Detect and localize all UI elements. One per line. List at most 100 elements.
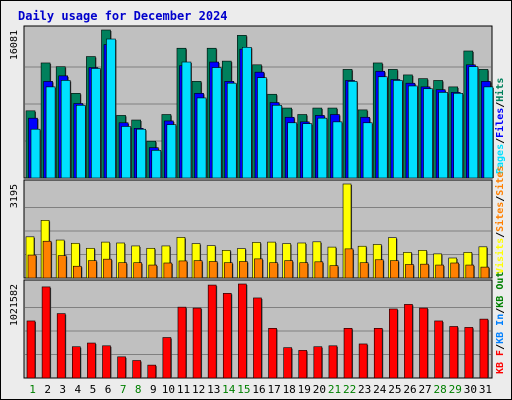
bar-sites: [42, 240, 52, 279]
bar-kb-f: [71, 346, 81, 379]
bar-sites: [239, 261, 248, 279]
legend-entry: KB F: [495, 350, 506, 374]
bar-pages: [136, 128, 146, 179]
bar-pages: [347, 81, 358, 179]
x-tick-label: 21: [328, 383, 341, 396]
x-tick-label: 12: [192, 383, 205, 396]
bar-sites: [374, 259, 384, 279]
bar-pages: [121, 126, 131, 179]
bar-kb-f: [56, 313, 66, 379]
bar-kb-f: [389, 308, 398, 379]
y-max-label: 3195: [9, 184, 20, 208]
x-tick-label: 30: [464, 383, 477, 396]
x-tick-label: 31: [479, 383, 492, 396]
bar-pages: [226, 82, 237, 179]
bar-pages: [181, 61, 192, 179]
bar-kb-f: [404, 304, 413, 379]
x-tick-label: 26: [403, 383, 416, 396]
bar-sites: [465, 264, 475, 279]
legend-entry: Sites: [494, 202, 506, 232]
bar-sites: [223, 262, 233, 279]
bar-sites: [148, 264, 158, 279]
bar-sites: [405, 264, 414, 279]
bar-kb-f: [419, 307, 428, 379]
bar-sites: [57, 255, 67, 279]
bar-kb-f: [207, 284, 217, 379]
bar-sites: [118, 262, 127, 279]
x-tick-label: 25: [388, 383, 401, 396]
bar-sites: [329, 265, 339, 279]
legend-visits-sites: Visits/Sites/Sites: [494, 166, 506, 274]
bar-pages: [257, 77, 267, 179]
bar-sites: [269, 262, 278, 279]
y-max-label: 1021582: [9, 284, 20, 326]
bar-pages: [468, 66, 479, 179]
bar-pages: [272, 104, 282, 179]
x-tick-label: 24: [373, 383, 387, 396]
legend-entry: /: [495, 102, 506, 108]
y-max-label: 16081: [9, 30, 20, 60]
bar-sites: [103, 258, 112, 279]
bar-kb-f: [238, 283, 247, 379]
x-tick-label: 17: [267, 383, 280, 396]
bar-kb-f: [464, 327, 474, 379]
chart-title: Daily usage for December 2024: [18, 9, 228, 23]
x-tick-label: 29: [449, 383, 462, 396]
x-tick-label: 22: [343, 383, 356, 396]
bar-sites: [299, 262, 309, 279]
x-tick-label: 6: [105, 383, 112, 396]
bar-sites: [72, 265, 82, 279]
bar-kb-f: [41, 286, 51, 379]
x-tick-label: 15: [237, 383, 250, 396]
bar-pages: [30, 128, 41, 179]
bar-kb-f: [177, 306, 187, 379]
bar-sites: [435, 264, 444, 279]
bar-pages: [332, 121, 343, 179]
legend-entry: Sites: [494, 166, 506, 196]
bar-kb-f: [358, 343, 368, 379]
bar-pages: [393, 80, 403, 179]
bar-kb-f: [222, 293, 232, 379]
legend-entry: /: [495, 232, 506, 238]
legend-entry: KB Out: [495, 272, 506, 308]
bar-kb-f: [328, 345, 338, 379]
bar-pages: [196, 97, 207, 179]
bar-kb-f: [132, 360, 141, 379]
x-tick-label: 3: [59, 383, 66, 396]
panel-visits-sites: 3195 Visits/Sites/Sites: [9, 166, 506, 279]
bar-pages: [438, 92, 448, 179]
bar-pages: [483, 86, 494, 179]
bar-pages: [45, 86, 56, 179]
bar-pages: [60, 80, 71, 179]
x-tick-label: 5: [90, 383, 97, 396]
bar-kb-f: [373, 328, 383, 379]
bar-sites: [163, 262, 173, 279]
bar-kb-f: [449, 326, 459, 379]
legend-kbytes: KB F/KB In/KB Out: [495, 272, 506, 374]
bar-pages: [408, 85, 418, 179]
legend-entry: Hits: [494, 78, 506, 102]
bar-kb-f: [253, 297, 262, 379]
legend-entry: /: [495, 138, 506, 144]
legend-entry: /: [495, 308, 506, 314]
x-tick-label: 1: [29, 383, 36, 396]
x-tick-label: 4: [75, 383, 82, 396]
bar-pages: [211, 67, 222, 179]
x-tick-label: 27: [418, 383, 431, 396]
bar-kb-f: [162, 337, 172, 379]
bar-sites: [359, 262, 369, 279]
x-tick-label: 20: [313, 383, 326, 396]
x-tick-label: 23: [358, 383, 371, 396]
bar-sites: [344, 248, 354, 279]
bar-sites: [284, 260, 293, 279]
bar-kb-f: [87, 342, 96, 379]
bar-pages: [362, 122, 373, 179]
x-tick-label: 19: [298, 383, 311, 396]
bar-kb-f: [117, 356, 126, 379]
bar-sites: [27, 254, 37, 279]
bar-pages: [423, 88, 433, 179]
x-tick-label: 16: [252, 383, 265, 396]
